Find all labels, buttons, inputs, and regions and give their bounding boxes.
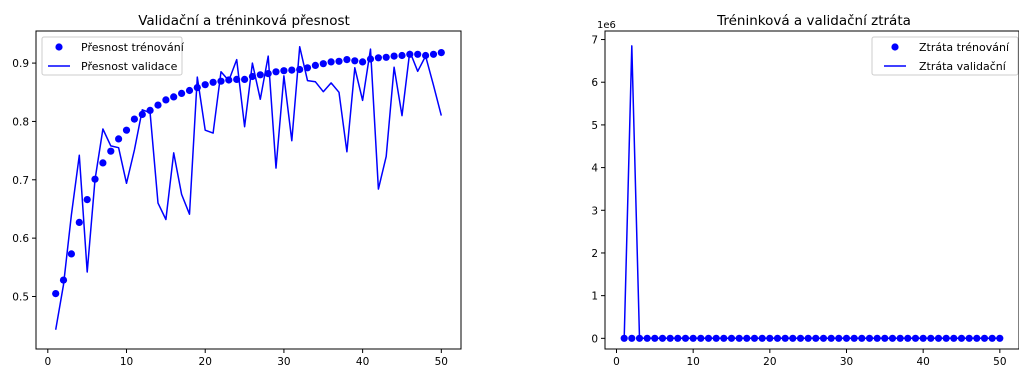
data-point xyxy=(327,58,335,66)
data-point xyxy=(99,159,107,167)
data-point xyxy=(170,93,178,101)
data-point xyxy=(115,135,123,143)
y-tick-label: 1 xyxy=(591,291,598,303)
data-point xyxy=(185,86,194,95)
y-tick-label: 0.9 xyxy=(12,58,29,70)
data-point xyxy=(217,77,225,85)
series-1 xyxy=(52,49,445,298)
legend-box xyxy=(41,36,183,76)
legend-marker-train-loss xyxy=(891,43,899,51)
x-tick-label: 20 xyxy=(763,356,776,368)
data-point xyxy=(398,51,406,60)
series-line xyxy=(623,45,1000,340)
axes-frame xyxy=(35,30,462,350)
y-tick-label: 0.5 xyxy=(12,291,29,303)
x-tick-label: 0 xyxy=(44,356,51,368)
data-point xyxy=(429,50,438,58)
data-point xyxy=(154,101,162,109)
data-point xyxy=(75,218,83,226)
data-point xyxy=(343,56,351,64)
series-2 xyxy=(54,46,443,330)
data-point xyxy=(130,115,138,123)
data-point xyxy=(122,126,131,134)
y-tick-label: 0.6 xyxy=(12,233,29,245)
x-tick-label: 30 xyxy=(840,356,853,368)
plot-area: 0 10 20 30 40 50 0 1 2 3 4 5 6 7 xyxy=(591,30,1019,368)
chart-title: Tréninková a validační ztráta xyxy=(716,13,911,29)
legend: Přesnost trénování Přesnost validace xyxy=(41,36,185,76)
legend-box xyxy=(871,36,1019,76)
x-tick-label: 0 xyxy=(613,356,620,368)
x-tick-label: 30 xyxy=(277,356,290,368)
data-point xyxy=(52,290,60,298)
y-tick-label: 0.8 xyxy=(12,116,29,128)
data-point xyxy=(67,250,75,258)
x-tick-label: 50 xyxy=(435,356,448,368)
data-point xyxy=(83,196,91,204)
x-tick-label: 10 xyxy=(120,356,133,368)
data-point xyxy=(319,60,327,68)
data-point xyxy=(374,54,382,62)
data-point xyxy=(311,61,319,69)
data-point xyxy=(209,78,217,86)
legend: Ztráta trénování Ztráta validační xyxy=(871,36,1019,76)
y-tick-label: 2 xyxy=(591,248,598,260)
y-tick-label: 6 xyxy=(591,77,598,89)
legend-label-train-accuracy: Přesnost trénování xyxy=(81,41,185,54)
legend-marker-train-accuracy xyxy=(55,43,63,51)
data-point xyxy=(390,52,398,60)
data-point xyxy=(351,57,359,65)
data-point xyxy=(280,67,288,75)
series-2 xyxy=(623,45,1000,340)
y-tick-label: 0 xyxy=(591,333,598,345)
x-tick-label: 20 xyxy=(199,356,212,368)
legend-label-train-loss: Ztráta trénování xyxy=(919,41,1010,54)
accuracy-chart: Validační a tréninková přesnost 0 10 20 30 4… xyxy=(12,13,462,368)
plot-area: 0 10 20 30 40 50 0.5 0.6 0.7 0.8 0.9 xyxy=(12,30,462,368)
x-tick-label: 40 xyxy=(356,356,369,368)
x-tick-label: 40 xyxy=(916,356,929,368)
loss-chart: Tréninková a validační ztráta 1e6 0 10 20 3… xyxy=(591,13,1019,368)
data-point xyxy=(272,68,280,76)
y-tick-label: 0.7 xyxy=(12,175,29,187)
data-point xyxy=(437,49,445,57)
y-tick-label: 7 xyxy=(591,35,598,47)
chart-title: Validační a tréninková přesnost xyxy=(138,13,350,29)
x-tick-label: 10 xyxy=(686,356,699,368)
data-point xyxy=(628,334,636,342)
data-point xyxy=(256,71,264,79)
x-tick-label: 50 xyxy=(993,356,1006,368)
data-point xyxy=(335,57,343,65)
series-line xyxy=(54,46,443,330)
y-tick-label: 3 xyxy=(591,205,598,217)
data-point xyxy=(288,66,296,74)
data-point xyxy=(996,334,1004,342)
y-tick-label: 4 xyxy=(591,163,598,175)
y-tick-label: 5 xyxy=(591,120,598,132)
data-point xyxy=(162,96,170,104)
legend-label-val-accuracy: Přesnost validace xyxy=(81,60,178,73)
data-point xyxy=(241,75,249,83)
data-point xyxy=(359,58,367,66)
y-offset-label: 1e6 xyxy=(597,20,616,31)
axes-frame xyxy=(604,30,1019,350)
data-point xyxy=(414,50,422,58)
legend-label-val-loss: Ztráta validační xyxy=(919,60,1007,73)
data-point xyxy=(178,89,186,97)
data-point xyxy=(107,147,115,155)
data-point xyxy=(382,53,390,61)
data-point xyxy=(201,81,209,89)
